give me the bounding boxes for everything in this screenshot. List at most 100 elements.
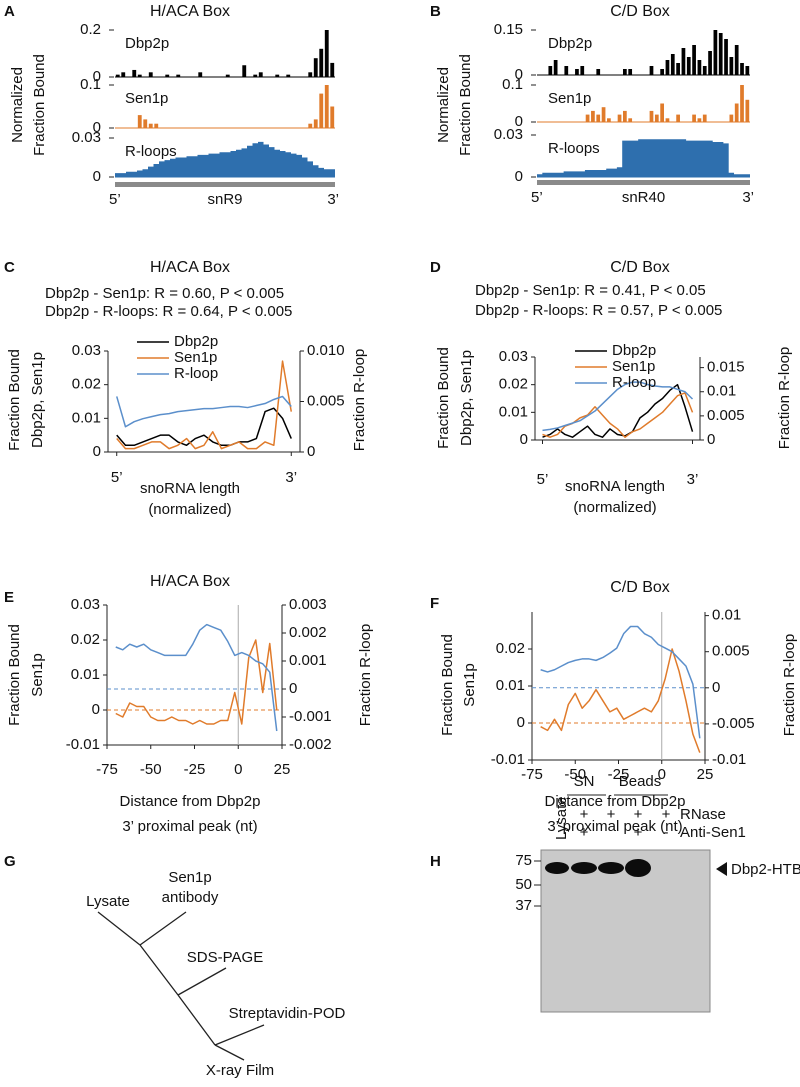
- y-tick-label: 0: [93, 443, 101, 460]
- y-axis-label: Fraction Bound: [439, 634, 456, 736]
- bar: [740, 85, 744, 122]
- diagram-node: SDS-PAGE: [187, 949, 263, 966]
- bar: [275, 74, 280, 77]
- condition-sign: +: [607, 806, 616, 823]
- y-tick-label: 0.03: [72, 342, 101, 359]
- marker-label: 37: [515, 897, 532, 914]
- y2-tick-label: 0.003: [289, 596, 327, 613]
- condition-sign: +: [580, 824, 589, 841]
- bar: [734, 103, 739, 122]
- y2-tick-label: 0: [707, 431, 715, 448]
- bar: [137, 74, 142, 77]
- y2-tick-label: 0.005: [307, 392, 345, 409]
- y2-tick-label: -0.001: [289, 708, 332, 725]
- annotation: Dbp2p - Sen1p: R = 0.60, P < 0.005: [45, 285, 284, 302]
- x-axis-label: Distance from Dbp2p: [545, 793, 686, 810]
- x-tick-label: 5’: [537, 471, 549, 488]
- bar: [308, 123, 313, 128]
- y-tick-label: 0.01: [72, 409, 101, 426]
- panel-letter: D: [430, 259, 441, 276]
- bar: [596, 69, 601, 75]
- y-axis-label: Fraction Bound: [457, 54, 474, 156]
- condition-sign: +: [634, 824, 643, 841]
- x-tick-label: 25: [274, 761, 291, 778]
- bar: [330, 106, 335, 128]
- x-tick-label: 3’: [687, 471, 699, 488]
- line: [115, 623, 278, 732]
- line: [540, 625, 701, 739]
- y2-tick-label: 0.005: [707, 407, 745, 424]
- y-tick-label: 0: [517, 714, 525, 731]
- area: [537, 139, 750, 177]
- y2-tick-label: -0.002: [289, 736, 332, 753]
- bar: [654, 114, 659, 122]
- y-tick-label: 0.01: [499, 403, 528, 420]
- bar: [319, 93, 324, 128]
- x-axis-label: Distance from Dbp2p: [120, 793, 261, 810]
- bar: [686, 57, 691, 75]
- bar: [313, 119, 318, 128]
- chart-title: C/D Box: [610, 3, 670, 20]
- band: [598, 862, 624, 874]
- x-tick-label: 0: [234, 761, 242, 778]
- branch: [214, 1024, 265, 1046]
- bar: [676, 63, 680, 75]
- branch: [97, 911, 141, 946]
- gene-bar: [115, 182, 335, 187]
- bar: [660, 103, 665, 122]
- chart-title: C/D Box: [610, 259, 670, 276]
- y-axis-label: Normalized: [435, 67, 452, 143]
- x-tick-label: 5’: [111, 469, 123, 486]
- bar: [724, 39, 728, 75]
- y2-tick-label: 0: [289, 680, 297, 697]
- track-label: Sen1p: [548, 90, 591, 107]
- legend-label: Dbp2p: [174, 333, 218, 350]
- branch: [177, 967, 227, 996]
- bar: [622, 69, 627, 75]
- bar: [148, 72, 153, 77]
- y-tick-label: 0.1: [502, 76, 523, 93]
- branch: [214, 1044, 245, 1061]
- gene-end: 3’: [327, 191, 339, 208]
- y-axis-label: Sen1p: [461, 663, 478, 706]
- gene-name: snR40: [622, 189, 665, 206]
- bar: [176, 74, 181, 77]
- bar: [253, 74, 258, 77]
- y-axis-label: Normalized: [9, 67, 26, 143]
- bar: [548, 66, 553, 75]
- bar: [596, 114, 601, 122]
- x-axis-label: 3’ proximal peak (nt): [122, 818, 257, 835]
- bar: [575, 69, 579, 75]
- bar: [591, 110, 595, 122]
- band: [545, 862, 569, 874]
- bar: [143, 119, 148, 128]
- marker-label: 75: [515, 852, 532, 869]
- annotation: Dbp2p - R-loops: R = 0.57, P < 0.005: [475, 302, 722, 319]
- y-axis-label: Fraction Bound: [31, 54, 48, 156]
- band-arrow: [716, 862, 727, 876]
- group-label: Beads: [619, 773, 662, 790]
- x-tick-label: -50: [564, 766, 586, 783]
- y-tick-label: 0: [93, 119, 101, 136]
- x-tick-label: -25: [184, 761, 206, 778]
- bar: [708, 51, 712, 75]
- bar: [198, 72, 203, 77]
- area: [115, 141, 335, 177]
- bar: [319, 48, 324, 77]
- branch: [139, 944, 179, 996]
- panel-letter: C: [4, 259, 15, 276]
- bar: [676, 114, 680, 122]
- gene-start: 5’: [109, 191, 121, 208]
- panel-letter: E: [4, 589, 14, 606]
- bar: [702, 114, 707, 122]
- y2-tick-label: 0.015: [707, 359, 745, 376]
- annotation: Dbp2p - R-loops: R = 0.64, P < 0.005: [45, 303, 292, 320]
- annotation: Dbp2p - Sen1p: R = 0.41, P < 0.05: [475, 282, 706, 299]
- y-tick-label: -0.01: [66, 736, 100, 753]
- band: [571, 862, 597, 874]
- bar: [258, 72, 263, 77]
- y-tick-label: 0.02: [71, 631, 100, 648]
- bar: [745, 99, 750, 122]
- bar: [286, 74, 291, 77]
- y-axis-label: Sen1p: [29, 653, 46, 696]
